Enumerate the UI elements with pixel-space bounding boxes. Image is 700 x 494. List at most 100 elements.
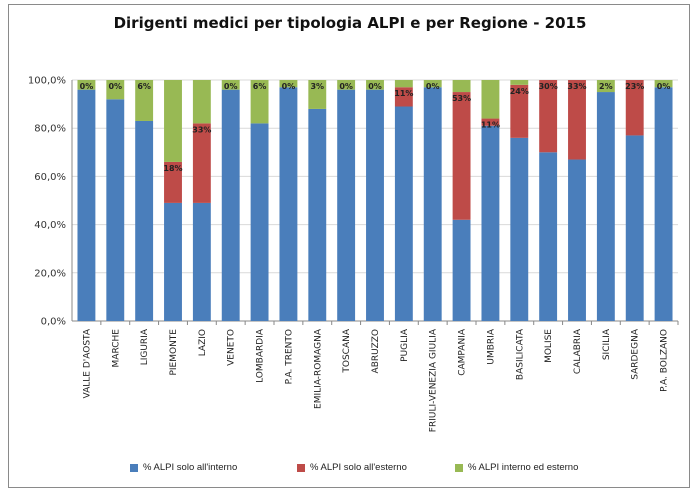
data-label: 33% [192, 125, 211, 134]
x-tick-label: PUGLIA [400, 328, 410, 362]
y-tick-label: 100,0% [28, 76, 66, 87]
bar-segment [164, 80, 182, 162]
legend-swatch [130, 463, 138, 472]
x-tick-label: TOSCANA [342, 328, 352, 373]
bar-segment [481, 118, 500, 126]
bar-segment [452, 219, 471, 321]
bar-segment [250, 80, 269, 124]
data-labels: 0% 0% 6% 18% 33% 0% 6% 0% 3% 0% 0% 11% 0% 53% 11% 24% 30… [80, 82, 671, 173]
bar-segment [654, 80, 673, 88]
data-label: 0% [368, 82, 382, 91]
bar-segment [510, 84, 529, 138]
y-tick-label: 40,0% [34, 220, 66, 231]
bar-segment [423, 80, 442, 88]
data-label: 0% [108, 82, 122, 91]
bar-segment [394, 106, 413, 321]
data-label: 6% [137, 82, 151, 91]
legend-item-interno-esterno: % ALPI interno ed esterno [455, 462, 578, 473]
x-tick-label: BASILICATA [515, 328, 525, 380]
bar-segment [221, 89, 240, 321]
bar-segment [164, 202, 182, 321]
bar-segment [337, 89, 356, 321]
x-tick-label: LOMBARDIA [256, 328, 266, 383]
bar-segment [596, 80, 615, 93]
data-label: 0% [224, 82, 238, 91]
bar-segment [625, 80, 644, 136]
bar-segment [423, 87, 442, 321]
legend-item-esterno: % ALPI solo all'esterno [297, 462, 407, 473]
y-tick-label: 0,0% [41, 317, 66, 328]
bar-segment [596, 92, 615, 321]
x-tick-label: ABRUZZO [371, 329, 381, 373]
bar-segment [337, 80, 356, 90]
x-tick-label: LIGURIA [140, 328, 150, 365]
x-tick-label: CAMPANIA [458, 328, 468, 376]
bar-segment [452, 80, 471, 93]
data-label: 0% [657, 82, 671, 91]
x-tick-label: VALLE D'AOSTA [82, 328, 92, 398]
legend-item-interno: % ALPI solo all'interno [130, 462, 237, 473]
bar-segment [481, 125, 500, 321]
bar-segment [135, 80, 154, 121]
chart-title: Dirigenti medici per tipologia ALPI e pe… [113, 14, 587, 32]
bar-segment [654, 87, 673, 321]
bar-segment [221, 80, 240, 90]
legend-label: % ALPI solo all'interno [143, 462, 238, 473]
data-label: 0% [339, 82, 353, 91]
bar-segment [308, 108, 327, 321]
bar-segment [308, 80, 327, 109]
x-tick-label: MOLISE [544, 329, 554, 363]
bar-segment [192, 202, 211, 321]
data-label: 11% [394, 89, 413, 98]
data-label: 2% [599, 82, 613, 91]
data-label: 30% [539, 82, 558, 91]
y-tick-label: 80,0% [34, 124, 66, 135]
legend-swatch [455, 463, 463, 472]
data-label: 23% [625, 82, 644, 91]
bar-segment [568, 159, 586, 321]
data-label: 53% [452, 94, 471, 103]
bar-segment [510, 137, 529, 321]
bars [77, 80, 673, 321]
x-tick-label: SARDEGNA [631, 328, 641, 380]
x-tick-label: FRIULI-VENEZIA GIULIA [429, 328, 439, 432]
legend-swatch [297, 463, 305, 472]
bar-segment [135, 120, 154, 321]
x-tick-label: UMBRIA [486, 328, 496, 364]
bar-segment [192, 123, 211, 203]
x-tick-label: CALABRIA [573, 328, 583, 374]
bar-segment [164, 161, 182, 203]
data-label: 0% [80, 82, 94, 91]
bar-segment [539, 80, 558, 153]
bar-segment [568, 80, 586, 160]
x-tick-label: P.A. TRENTO [284, 329, 294, 384]
bar-segment [510, 80, 529, 85]
x-tick-label: SICILIA [602, 328, 612, 360]
x-tick-label: PIEMONTE [169, 329, 179, 376]
x-tick-label: P.A. BOLZANO [660, 329, 670, 392]
bar-segment [539, 152, 558, 321]
data-label: 0% [282, 82, 296, 91]
bar-segment [625, 135, 644, 321]
x-tick-label: VENETO [227, 329, 237, 366]
bar-segment [250, 123, 269, 321]
bar-segment [452, 92, 471, 220]
data-label: 24% [510, 87, 529, 96]
bar-segment [366, 80, 384, 90]
bar-segment [394, 87, 413, 107]
y-tick-label: 20,0% [34, 268, 66, 279]
bar-segment [279, 87, 298, 321]
data-label: 0% [426, 82, 440, 91]
bar-segment [77, 89, 96, 321]
data-label: 33% [567, 82, 586, 91]
x-tick-label: MARCHE [111, 329, 121, 368]
legend-label: % ALPI interno ed esterno [468, 462, 579, 473]
y-axis-ticks: 0,0% 20,0% 40,0% 60,0% 80,0% 100,0% [28, 76, 66, 328]
bar-segment [106, 80, 125, 100]
bar-segment [192, 80, 211, 124]
legend: % ALPI solo all'interno % ALPI solo all'… [0, 462, 700, 478]
data-label: 11% [481, 121, 500, 130]
bar-segment [77, 80, 96, 90]
bar-segment [366, 89, 384, 321]
